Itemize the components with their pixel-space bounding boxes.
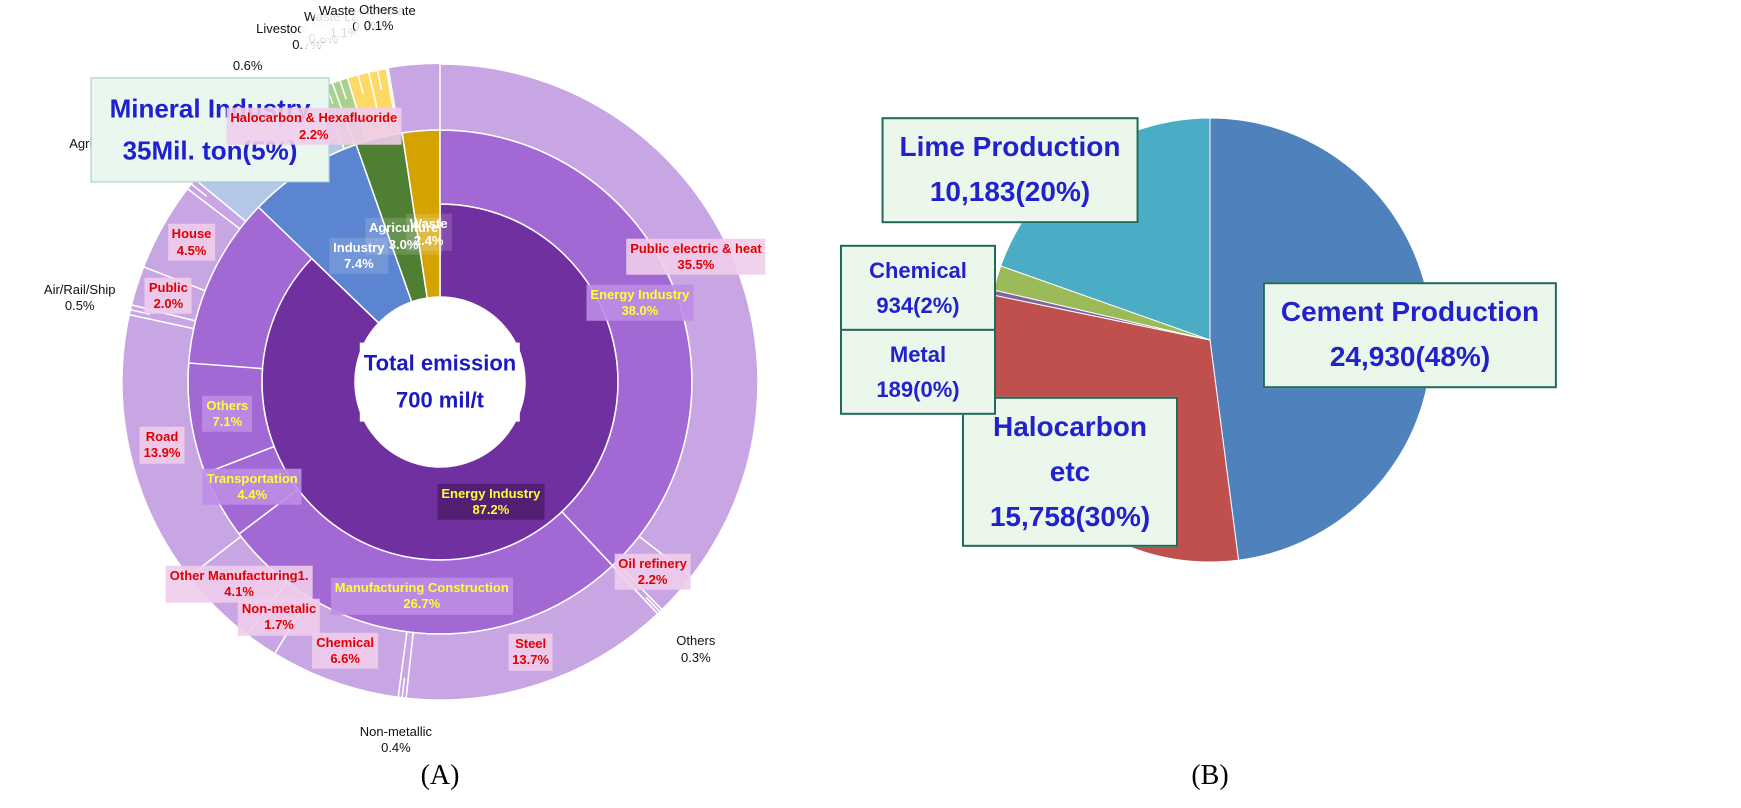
leader-line — [329, 49, 347, 100]
label-text: Chemical — [316, 634, 375, 650]
segment-label: Oil refinery 2.2% — [614, 553, 691, 591]
label-text: 15,758(30%) — [989, 500, 1151, 532]
label-text: Others — [359, 1, 399, 17]
label-text: Cement Production — [1280, 296, 1540, 328]
label-text: 2.0% — [153, 295, 184, 311]
label-text: 2.2% — [298, 126, 329, 142]
segment-label: Agriculture 3.0% — [364, 218, 443, 255]
label-text: Lime Production — [899, 131, 1121, 163]
segment-label: Energy Industry 38.0% — [586, 284, 694, 322]
label-text: (A) — [420, 760, 460, 791]
segment-label: Public 2.0% — [144, 277, 192, 314]
label-text: 934(2%) — [876, 293, 960, 318]
label-text: Manufacturing Construction — [334, 579, 509, 595]
segment-label: Steel 13.7% — [508, 633, 554, 671]
label-text: Transportation — [206, 470, 298, 486]
label-text: 1.7% — [264, 617, 294, 633]
label-text: Non-metallic — [359, 723, 433, 739]
label-text: 0.3% — [680, 649, 711, 665]
segment-label: Others 0.1% — [355, 0, 403, 37]
label-text: Industry — [333, 239, 385, 255]
label-text: 26.7% — [403, 596, 441, 612]
label-text: 10,183(20%) — [929, 176, 1091, 207]
slice-label: Lime Production 10,183(20%) — [881, 117, 1139, 223]
label-text: 2.4% — [413, 232, 444, 248]
label-text: Road — [145, 428, 179, 444]
center-label: Total emission 700 mil/t — [359, 342, 521, 422]
segment-label: Public electric & heat 35.5% — [626, 238, 766, 275]
label-text: Steel — [515, 635, 547, 651]
label-text: 4.4% — [237, 486, 268, 502]
label-text: 7.4% — [344, 255, 374, 271]
segment-label: Others 0.3% — [672, 631, 720, 668]
label-text: Oil refinery — [618, 555, 687, 571]
label-text: 0.4% — [381, 740, 411, 755]
label-text: 38.0% — [621, 302, 659, 318]
segment-label: Chemical 6.6% — [312, 632, 379, 669]
label-text: Metal — [889, 341, 947, 367]
label-text: Chemical — [869, 257, 967, 283]
slice-label: Metal 189(0%) — [840, 328, 996, 416]
slice-label: Cement Production 24,930(48%) — [1262, 282, 1558, 388]
label-text: 0.6% — [232, 57, 263, 73]
label-text: 3.0% — [388, 236, 419, 252]
label-text: 4.5% — [176, 242, 207, 258]
segment-label: Non-metalic 1.7% — [237, 598, 321, 636]
label-text: Waste — [409, 216, 448, 232]
label-text: 13.9% — [143, 445, 181, 461]
segment-label: 0.6% — [228, 55, 267, 77]
label-text: 700 mil/t — [395, 388, 485, 413]
segment-label: Non-metallic 0.4% — [355, 721, 437, 759]
caption: (B) — [1191, 760, 1228, 792]
segment-label: Other Manufacturing1. 4.1% — [165, 565, 313, 603]
label-text: Other Manufacturing1. — [169, 567, 309, 583]
segment-label: Energy Industry 87.2% — [437, 483, 545, 520]
label-text: 35.5% — [677, 256, 715, 272]
slice-label: Halocarbon etc 15,758(30%) — [962, 396, 1178, 548]
segment-label: Transportation 4.4% — [202, 468, 302, 505]
label-text: 13.7% — [512, 652, 550, 668]
label-text: 4.1% — [224, 584, 254, 600]
leader-line — [381, 36, 392, 89]
label-text: Energy Industry — [590, 286, 690, 302]
segment — [439, 63, 759, 578]
label-text: 0.5% — [64, 297, 95, 313]
label-text: Non-metalic — [241, 600, 317, 616]
slice-label: Chemical 934(2%) — [840, 244, 996, 332]
label-text: Others — [676, 633, 716, 649]
segment-label: Halocarbon & Hexafluoride 2.2% — [226, 108, 402, 145]
segment-label: Road 13.9% — [139, 426, 185, 464]
segment-label: Industry 7.4% — [329, 237, 389, 275]
label-text: 24,930(48%) — [1329, 341, 1491, 372]
label-text: (B) — [1191, 760, 1229, 791]
label-text: Others — [206, 397, 249, 413]
caption: (A) — [421, 760, 460, 792]
label-text: House — [171, 226, 212, 242]
segment-label: House 4.5% — [167, 224, 216, 261]
segment-label: Air/Rail/Ship 0.5% — [39, 279, 120, 317]
leader-line — [370, 38, 383, 90]
label-text: Agriculture — [368, 220, 439, 236]
label-text: 189(0%) — [876, 377, 960, 402]
segment-label: Others 7.1% — [202, 395, 253, 432]
label-text: Halocarbon etc — [992, 410, 1148, 487]
label-text: 7.1% — [212, 413, 243, 429]
label-text: Public — [148, 279, 188, 295]
label-text: 6.6% — [330, 650, 360, 666]
segment-label: Waste 2.4% — [405, 214, 452, 251]
leader-line — [397, 677, 406, 730]
segment-label: Manufacturing Construction 26.7% — [330, 577, 513, 615]
label-text: Energy Industry — [441, 485, 541, 501]
label-text: Air/Rail/Ship — [43, 281, 116, 297]
label-text: Public electric & heat — [630, 240, 762, 256]
label-text: 87.2% — [472, 501, 510, 517]
label-text: 2.2% — [637, 571, 668, 587]
label-text: Halocarbon & Hexafluoride — [230, 110, 398, 126]
label-text: 0.1% — [363, 18, 394, 33]
leader-line — [645, 596, 683, 636]
label-text: Total emission — [363, 350, 517, 376]
